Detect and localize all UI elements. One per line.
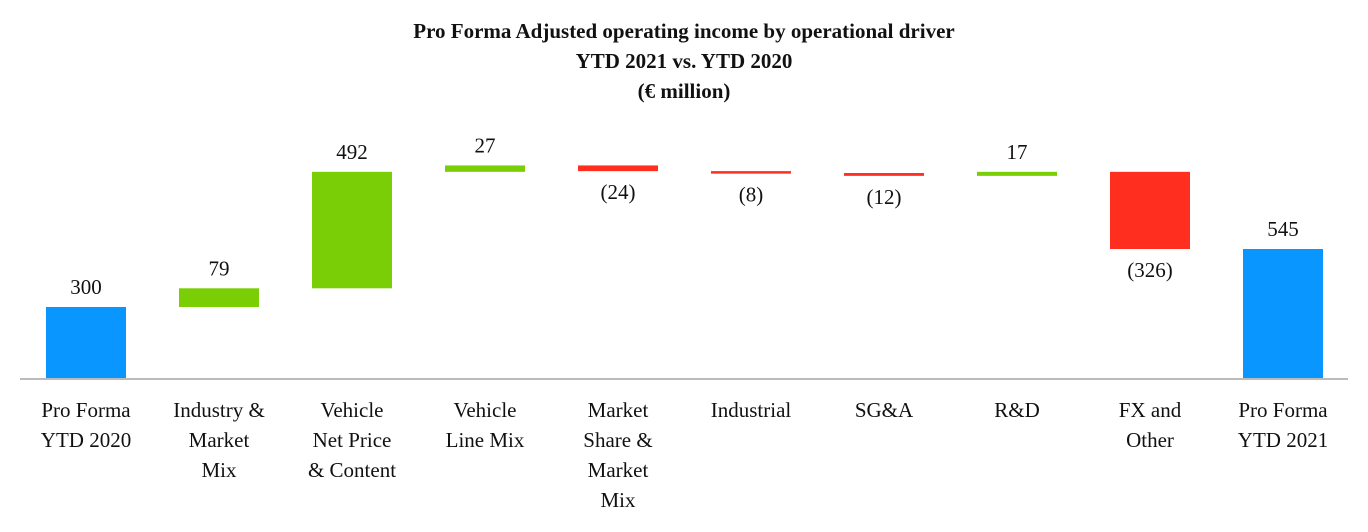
data-label-9: (326) <box>1127 258 1173 282</box>
category-label-line: Line Mix <box>445 428 525 452</box>
category-label-line: Market <box>587 398 649 422</box>
bar-5 <box>578 165 658 172</box>
category-label-line: Mix <box>600 488 636 512</box>
category-label-line: Mix <box>201 458 237 482</box>
category-label-1: Pro Forma YTD 2020 <box>11 395 161 455</box>
category-label-line: & Content <box>307 458 397 482</box>
data-label-8: 17 <box>1007 140 1028 164</box>
category-label-line: Market <box>188 428 250 452</box>
category-label-line: YTD 2021 <box>1237 428 1329 452</box>
data-label-10: 545 <box>1267 217 1299 241</box>
data-labels-group: 300 79 492 27 (24) (8) (12) 17 (326) 545 <box>70 133 1299 299</box>
bar-6 <box>711 171 791 174</box>
category-label-line: Pro Forma <box>41 398 131 422</box>
category-label-9: FX and Other <box>1075 395 1225 455</box>
category-label-8: R&D <box>942 395 1092 425</box>
category-label-4: Vehicle Line Mix <box>410 395 560 455</box>
data-label-4: 27 <box>475 133 496 157</box>
category-label-3: Vehicle Net Price & Content <box>277 395 427 485</box>
category-label-line: Market <box>587 458 649 482</box>
bar-4 <box>445 165 525 172</box>
data-label-2: 79 <box>209 256 230 280</box>
bar-8 <box>977 171 1057 176</box>
data-label-7: (12) <box>867 185 902 209</box>
category-label-line: Share & <box>583 428 653 452</box>
category-label-line: Other <box>1126 428 1174 452</box>
data-label-3: 492 <box>336 140 368 164</box>
bar-1 <box>46 306 126 378</box>
bar-10 <box>1243 248 1323 378</box>
chart-title: Pro Forma Adjusted operating income by o… <box>413 19 955 43</box>
bar-3 <box>312 171 392 289</box>
category-label-line: Industrial <box>710 398 792 422</box>
bar-9 <box>1110 171 1190 249</box>
category-label-line: SG&A <box>854 398 914 422</box>
category-label-line: Net Price <box>312 428 392 452</box>
category-label-2: Industry & Market Mix <box>144 395 294 485</box>
category-label-7: SG&A <box>809 395 959 425</box>
category-label-5: Market Share & Market Mix <box>543 395 693 515</box>
bars-group <box>46 165 1323 378</box>
category-label-line: Industry & <box>173 398 265 422</box>
chart-unit: (€ million) <box>637 79 731 103</box>
category-label-line: R&D <box>994 398 1040 422</box>
category-label-10: Pro Forma YTD 2021 <box>1208 395 1358 455</box>
category-label-line: FX and <box>1118 398 1182 422</box>
chart-title-block: Pro Forma Adjusted operating income by o… <box>0 16 1368 106</box>
data-label-1: 300 <box>70 275 102 299</box>
bar-7 <box>844 173 924 176</box>
category-label-6: Industrial <box>676 395 826 425</box>
bar-2 <box>179 288 259 307</box>
category-label-line: Vehicle <box>453 398 517 422</box>
data-label-6: (8) <box>739 183 764 207</box>
data-label-5: (24) <box>601 180 636 204</box>
category-label-line: YTD 2020 <box>40 428 132 452</box>
chart-subtitle: YTD 2021 vs. YTD 2020 <box>575 49 793 73</box>
category-label-line: Pro Forma <box>1238 398 1328 422</box>
category-label-line: Vehicle <box>320 398 384 422</box>
